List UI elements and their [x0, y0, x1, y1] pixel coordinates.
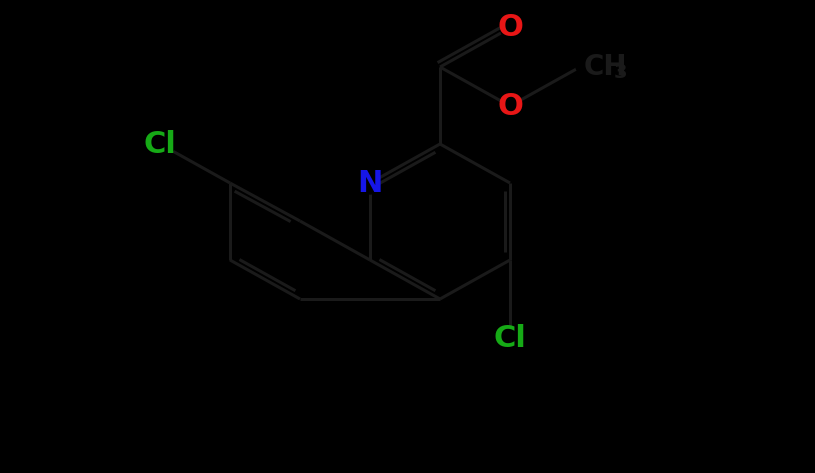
Text: O: O — [497, 14, 523, 43]
Ellipse shape — [500, 17, 519, 39]
Text: Cl: Cl — [143, 130, 176, 158]
Ellipse shape — [360, 172, 380, 194]
Text: CH: CH — [584, 53, 628, 81]
Text: 3: 3 — [614, 62, 628, 81]
Text: N: N — [357, 168, 383, 198]
Ellipse shape — [494, 327, 526, 349]
Ellipse shape — [144, 133, 176, 155]
Ellipse shape — [576, 56, 628, 78]
Text: O: O — [497, 91, 523, 121]
Text: Cl: Cl — [494, 324, 526, 352]
Ellipse shape — [500, 95, 519, 117]
